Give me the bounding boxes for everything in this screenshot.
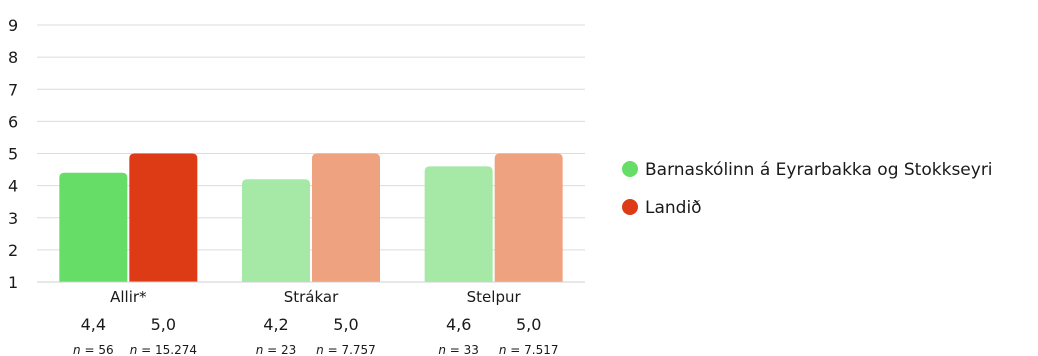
- legend-label: Barnaskólinn á Eyrarbakka og Stokkseyri: [645, 160, 993, 180]
- legend-label: Landið: [645, 198, 702, 218]
- bar: [424, 166, 493, 282]
- sample-size-label: n = 33: [438, 343, 479, 356]
- sample-size-value: = 15.274: [137, 343, 197, 356]
- legend-swatch: [622, 161, 638, 177]
- sample-size-label: n = 56: [73, 343, 114, 356]
- sample-size-symbol: n: [130, 343, 138, 356]
- category-label: Allir*: [110, 288, 147, 306]
- data-value-label: 5,0: [333, 315, 358, 334]
- y-axis-ticks: 1 2 3 4 5 6 7 8 9: [8, 16, 18, 292]
- y-tick-label: 7: [8, 80, 18, 99]
- y-tick-label: 8: [8, 48, 18, 67]
- sample-size-symbol: n: [316, 343, 324, 356]
- sample-size-value: = 56: [81, 343, 114, 356]
- data-value-label: 4,6: [446, 315, 471, 334]
- category-label: Stelpur: [467, 288, 522, 306]
- data-value-label: 4,4: [81, 315, 106, 334]
- sample-size-label: n = 15.274: [130, 343, 197, 356]
- bar: [129, 153, 198, 282]
- bar: [494, 153, 563, 282]
- y-tick-label: 1: [8, 273, 18, 292]
- data-value-label: 5,0: [516, 315, 541, 334]
- y-tick-label: 4: [8, 177, 18, 196]
- sample-size-symbol: n: [73, 343, 81, 356]
- legend-swatch: [622, 199, 638, 215]
- sample-size-value: = 23: [263, 343, 296, 356]
- sample-size-value: = 33: [446, 343, 479, 356]
- bar: [242, 179, 310, 282]
- category-labels: Allir* Strákar Stelpur: [110, 288, 521, 306]
- category-label: Strákar: [284, 288, 339, 306]
- bar: [59, 172, 128, 282]
- gridlines: [37, 24, 585, 251]
- sample-size-label: n = 7.517: [499, 343, 559, 356]
- sample-size-label: n = 7.757: [316, 343, 376, 356]
- sample-size-symbol: n: [499, 343, 507, 356]
- sample-size-value: = 7.757: [324, 343, 376, 356]
- data-value-label: 5,0: [151, 315, 176, 334]
- sample-size-value: = 7.517: [506, 343, 558, 356]
- bars: [59, 153, 563, 282]
- y-tick-label: 2: [8, 241, 18, 260]
- y-tick-label: 9: [8, 16, 18, 35]
- sample-size-symbol: n: [438, 343, 446, 356]
- y-tick-label: 6: [8, 112, 18, 131]
- legend: Barnaskólinn á Eyrarbakka og Stokkseyri L…: [622, 160, 993, 218]
- sample-size-symbol: n: [256, 343, 264, 356]
- y-tick-label: 5: [8, 145, 18, 164]
- sample-size-label: n = 23: [256, 343, 297, 356]
- y-tick-label: 3: [8, 209, 18, 228]
- data-value-label: 4,2: [263, 315, 288, 334]
- bar: [312, 153, 380, 282]
